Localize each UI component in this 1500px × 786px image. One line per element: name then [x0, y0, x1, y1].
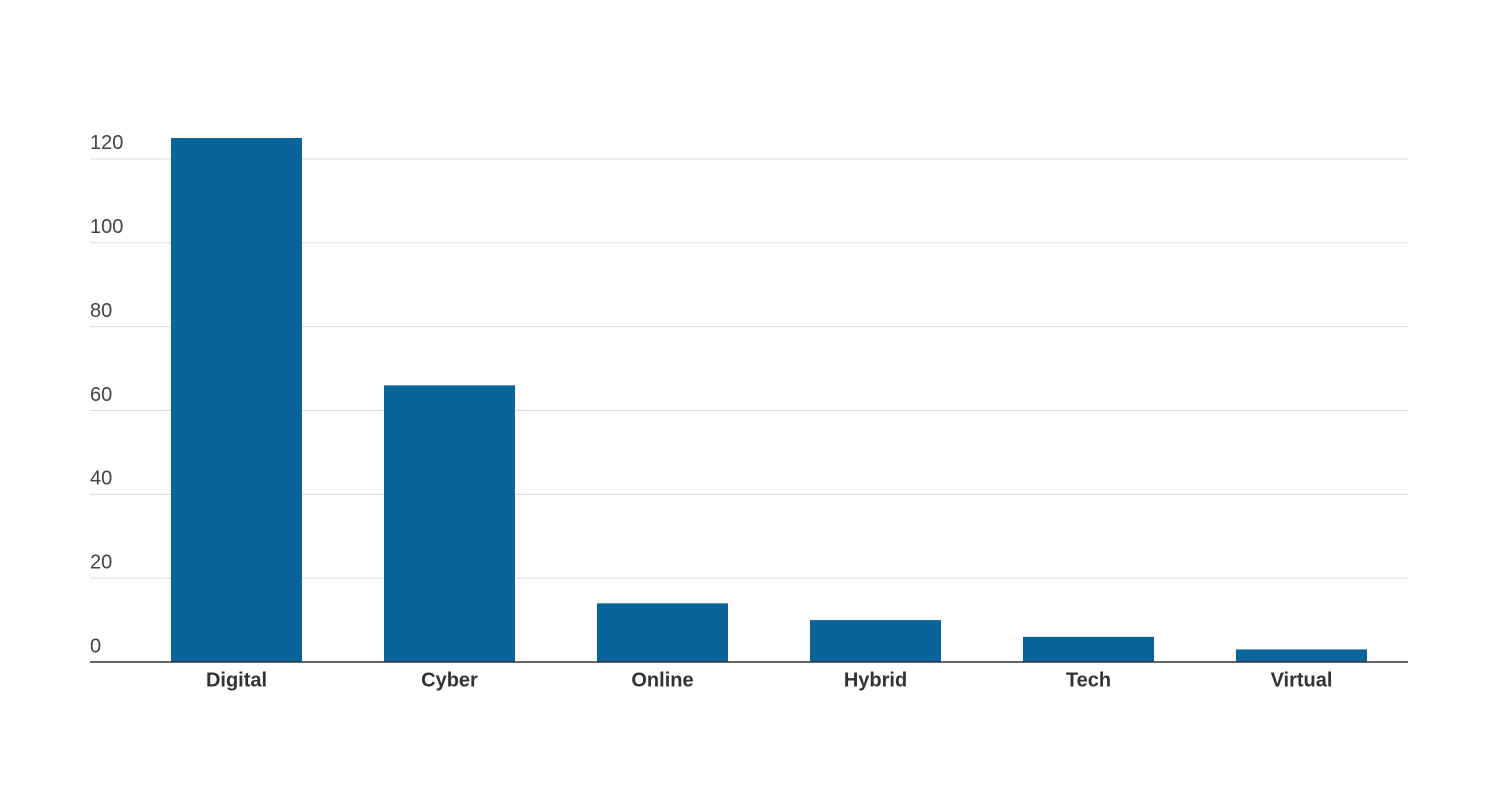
x-tick-label: Cyber — [421, 669, 478, 691]
x-tick-label: Hybrid — [844, 669, 907, 691]
y-tick-label: 120 — [90, 132, 123, 154]
bar — [597, 603, 728, 662]
x-tick-label: Digital — [206, 669, 267, 691]
bar — [1236, 649, 1367, 662]
bar — [171, 138, 302, 662]
y-tick-label: 60 — [90, 384, 112, 406]
y-tick-label: 100 — [90, 216, 123, 238]
y-tick-label: 0 — [90, 635, 101, 657]
bar — [384, 385, 515, 662]
y-tick-label: 80 — [90, 300, 112, 322]
x-tick-label: Online — [631, 669, 693, 691]
y-tick-label: 20 — [90, 551, 112, 573]
bar — [1023, 636, 1154, 662]
y-tick-label: 40 — [90, 468, 112, 490]
x-tick-label: Virtual — [1271, 669, 1333, 691]
bar — [810, 620, 941, 662]
x-tick-label: Tech — [1066, 669, 1111, 691]
